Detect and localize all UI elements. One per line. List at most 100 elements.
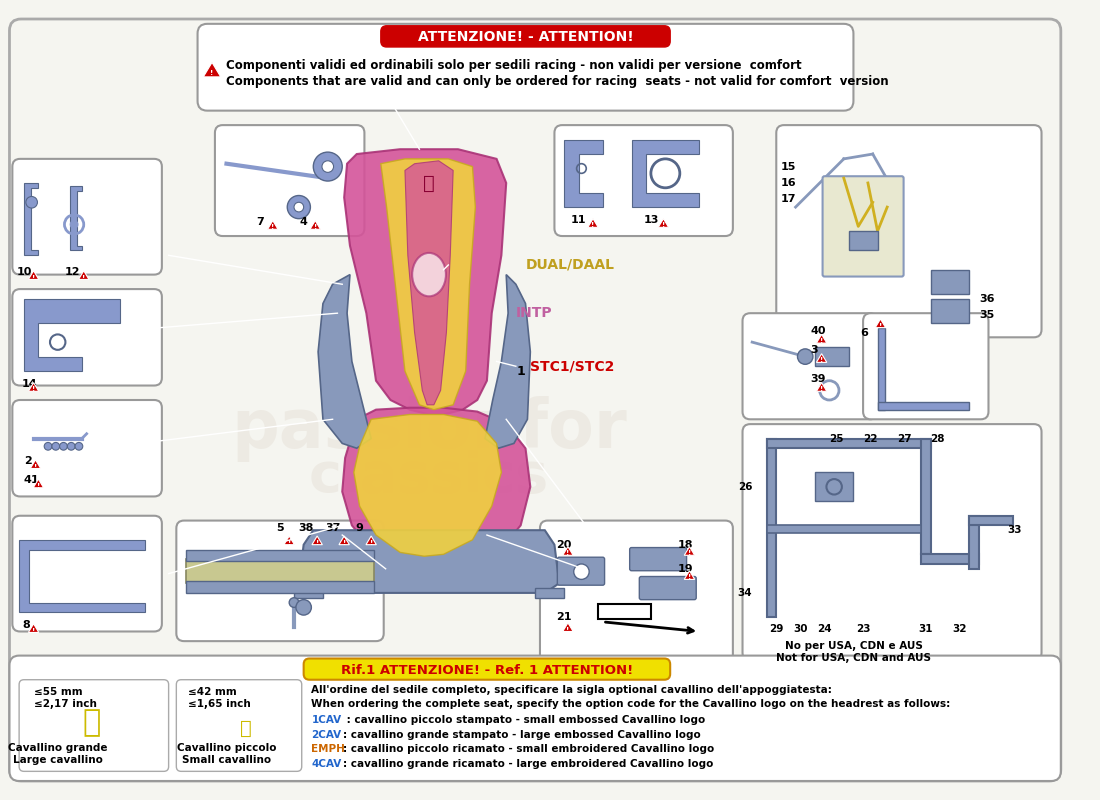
Polygon shape: [284, 536, 295, 545]
Bar: [878, 402, 969, 410]
Text: 32: 32: [953, 624, 967, 634]
Text: !: !: [566, 626, 570, 633]
Text: : cavallino piccolo stampato - small embossed Cavallino logo: : cavallino piccolo stampato - small emb…: [343, 715, 705, 726]
Text: !: !: [314, 224, 317, 230]
Text: !: !: [688, 550, 691, 556]
Text: 40: 40: [810, 326, 825, 335]
FancyBboxPatch shape: [381, 26, 670, 47]
Polygon shape: [299, 530, 559, 593]
Bar: [921, 438, 931, 554]
FancyBboxPatch shape: [629, 547, 686, 570]
Text: STC1/STC2: STC1/STC2: [530, 359, 615, 374]
Text: 23: 23: [856, 624, 870, 634]
Text: 6: 6: [860, 328, 868, 338]
Text: INTP: INTP: [516, 306, 552, 320]
Text: !: !: [662, 222, 665, 229]
Circle shape: [70, 221, 78, 228]
Text: !: !: [316, 540, 319, 546]
Circle shape: [287, 195, 310, 218]
Text: 24: 24: [817, 624, 832, 634]
Text: Componenti validi ed ordinabili solo per sedili racing - non validi per versione: Componenti validi ed ordinabili solo per…: [227, 59, 802, 72]
Text: 7: 7: [256, 217, 264, 226]
Text: 3: 3: [810, 345, 817, 355]
Text: ≤55 mm
≤2,17 inch: ≤55 mm ≤2,17 inch: [34, 687, 97, 709]
Text: : cavallino grande stampato - large embossed Cavallino logo: : cavallino grande stampato - large embo…: [343, 730, 701, 740]
Ellipse shape: [412, 253, 446, 296]
Text: 31: 31: [918, 624, 933, 634]
Polygon shape: [658, 218, 669, 227]
Polygon shape: [31, 460, 41, 469]
Text: 8: 8: [22, 620, 30, 630]
Text: !: !: [566, 550, 570, 556]
Bar: [767, 438, 777, 617]
Text: !: !: [342, 540, 345, 546]
Text: 13: 13: [644, 215, 659, 225]
FancyBboxPatch shape: [19, 680, 168, 771]
Bar: [767, 526, 921, 533]
Text: 22: 22: [864, 434, 878, 443]
Text: 5: 5: [276, 523, 284, 533]
FancyBboxPatch shape: [742, 424, 1042, 661]
Bar: [186, 582, 374, 593]
Bar: [294, 588, 323, 598]
Text: 16: 16: [781, 178, 796, 188]
FancyBboxPatch shape: [540, 521, 733, 670]
Bar: [969, 516, 1013, 526]
Bar: [969, 516, 979, 569]
Text: classics: classics: [309, 450, 549, 504]
Polygon shape: [29, 382, 38, 391]
Text: 4: 4: [299, 217, 308, 226]
FancyBboxPatch shape: [12, 159, 162, 274]
Circle shape: [67, 442, 75, 450]
Polygon shape: [816, 382, 827, 391]
Text: !: !: [688, 574, 691, 581]
Bar: [931, 270, 969, 294]
FancyBboxPatch shape: [554, 125, 733, 236]
Text: DUAL/DAAL: DUAL/DAAL: [526, 258, 615, 272]
Polygon shape: [344, 150, 506, 414]
Text: !: !: [210, 70, 213, 76]
Text: 34: 34: [737, 588, 752, 598]
Circle shape: [322, 161, 333, 172]
Polygon shape: [342, 408, 530, 572]
Text: 20: 20: [557, 541, 572, 550]
Polygon shape: [816, 334, 827, 343]
Text: No per USA, CDN e AUS
Not for USA, CDN and AUS: No per USA, CDN e AUS Not for USA, CDN a…: [776, 641, 931, 662]
FancyBboxPatch shape: [176, 521, 384, 641]
Text: : cavallino grande ricamato - large embroidered Cavallino logo: : cavallino grande ricamato - large embr…: [343, 759, 714, 769]
Polygon shape: [312, 536, 322, 545]
FancyBboxPatch shape: [12, 516, 162, 631]
Polygon shape: [485, 274, 530, 448]
FancyBboxPatch shape: [742, 313, 878, 419]
Polygon shape: [684, 570, 695, 579]
FancyBboxPatch shape: [176, 680, 301, 771]
Text: 28: 28: [931, 434, 945, 443]
Polygon shape: [563, 623, 573, 631]
FancyBboxPatch shape: [12, 400, 162, 497]
Circle shape: [59, 442, 67, 450]
Text: 37: 37: [324, 523, 340, 533]
Text: !: !: [32, 386, 35, 392]
Circle shape: [294, 202, 304, 212]
Text: 2CAV: 2CAV: [311, 730, 341, 740]
Polygon shape: [816, 354, 827, 362]
Text: 11: 11: [571, 215, 586, 225]
Text: 25: 25: [829, 434, 844, 443]
Text: 17: 17: [781, 194, 796, 204]
Circle shape: [52, 442, 59, 450]
Polygon shape: [29, 270, 38, 279]
Text: !: !: [36, 483, 40, 489]
Bar: [921, 554, 979, 564]
Polygon shape: [310, 221, 320, 230]
Text: When ordering the complete seat, specify the option code for the Cavallino logo : When ordering the complete seat, specify…: [311, 699, 950, 709]
Text: : cavallino piccolo ricamato - small embroidered Cavallino logo: : cavallino piccolo ricamato - small emb…: [343, 744, 715, 754]
Text: 1CAV: 1CAV: [311, 715, 341, 726]
Text: 4CAV: 4CAV: [311, 759, 342, 769]
Polygon shape: [78, 270, 89, 279]
Text: 10: 10: [16, 267, 32, 277]
Text: !: !: [370, 540, 373, 546]
Bar: [535, 588, 564, 598]
Bar: [815, 347, 848, 366]
Text: 9: 9: [355, 523, 363, 533]
Text: 🐎: 🐎: [424, 174, 434, 193]
